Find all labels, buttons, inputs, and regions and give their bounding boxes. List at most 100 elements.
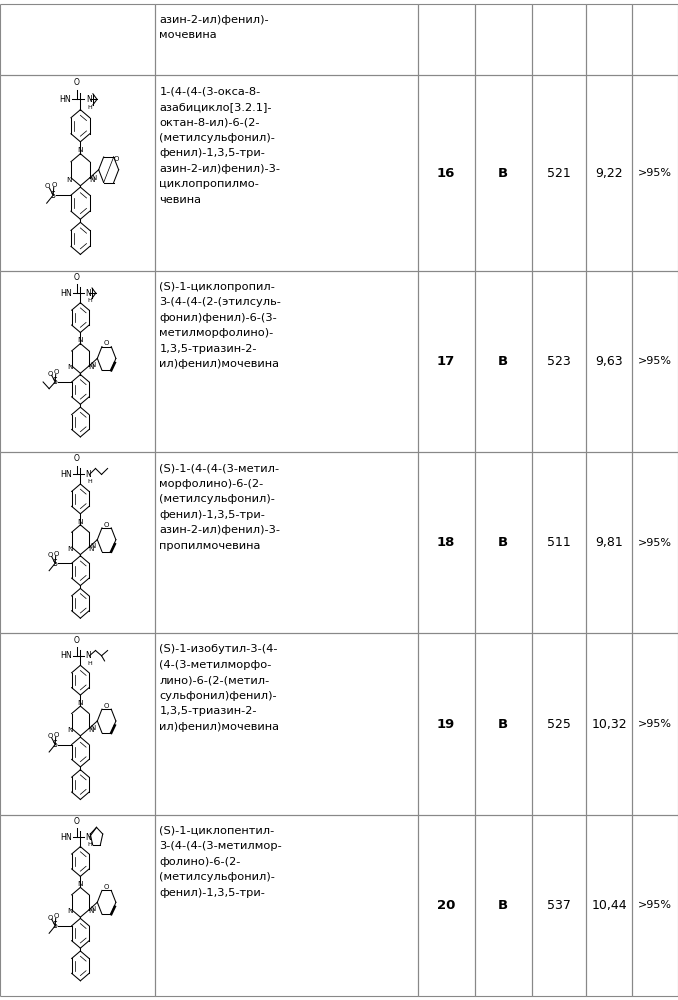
Text: H: H — [87, 842, 92, 847]
Text: 1,3,5-триазин-2-: 1,3,5-триазин-2- — [159, 344, 257, 354]
Text: O: O — [104, 340, 109, 346]
Text: N: N — [90, 906, 96, 912]
Text: N: N — [89, 177, 95, 183]
Text: B: B — [498, 355, 508, 368]
Text: 17: 17 — [437, 355, 455, 368]
Text: метилморфолино)-: метилморфолино)- — [159, 328, 274, 338]
Text: N: N — [85, 289, 91, 298]
Text: N: N — [78, 337, 83, 343]
Text: (метилсульфонил)-: (метилсульфонил)- — [159, 133, 275, 143]
Text: O: O — [54, 732, 59, 738]
Text: HN: HN — [60, 289, 72, 298]
Text: (S)-1-изобутил-3-(4-: (S)-1-изобутил-3-(4- — [159, 644, 278, 654]
Text: циклопропилмо-: циклопропилмо- — [159, 179, 259, 189]
Text: 521: 521 — [547, 167, 571, 180]
Text: S: S — [51, 191, 56, 200]
Text: 20: 20 — [437, 899, 456, 912]
Text: O: O — [47, 371, 53, 377]
Text: S: S — [53, 921, 58, 930]
Text: N: N — [88, 727, 94, 733]
Text: азабицикло[3.2.1]-: азабицикло[3.2.1]- — [159, 102, 272, 112]
Text: >95%: >95% — [638, 719, 672, 729]
Text: фолино)-6-(2-: фолино)-6-(2- — [159, 857, 241, 867]
Text: H: H — [87, 661, 92, 666]
Text: 9,22: 9,22 — [595, 167, 623, 180]
Text: 537: 537 — [547, 899, 571, 912]
Text: S: S — [53, 377, 58, 386]
Text: O: O — [54, 369, 59, 375]
Text: O: O — [52, 182, 57, 188]
Text: лино)-6-(2-(метил-: лино)-6-(2-(метил- — [159, 675, 270, 685]
Text: (4-(3-метилморфо-: (4-(3-метилморфо- — [159, 660, 272, 670]
Text: 18: 18 — [437, 536, 456, 549]
Text: HN: HN — [60, 833, 72, 842]
Text: (метилсульфонил)-: (метилсульфонил)- — [159, 494, 275, 504]
Text: N: N — [88, 908, 94, 914]
Text: фенил)-1,3,5-три-: фенил)-1,3,5-три- — [159, 510, 265, 520]
Text: фенил)-1,3,5-три-: фенил)-1,3,5-три- — [159, 148, 265, 158]
Text: 9,81: 9,81 — [595, 536, 623, 549]
Text: O: O — [54, 913, 59, 919]
Text: O: O — [47, 552, 53, 558]
Text: N: N — [90, 725, 96, 731]
Text: ил)фенил)мочевина: ил)фенил)мочевина — [159, 722, 279, 732]
Text: N: N — [78, 700, 83, 706]
Text: >95%: >95% — [638, 538, 672, 548]
Text: азин-2-ил)фенил)-: азин-2-ил)фенил)- — [159, 15, 269, 25]
Text: B: B — [498, 536, 508, 549]
Text: O: O — [74, 78, 79, 87]
Text: N: N — [67, 364, 73, 370]
Text: 3-(4-(4-(3-метилмор-: 3-(4-(4-(3-метилмор- — [159, 841, 282, 851]
Text: O: O — [54, 551, 59, 557]
Text: O: O — [104, 522, 109, 528]
Text: S: S — [53, 740, 58, 749]
Text: N: N — [78, 147, 83, 153]
Text: N: N — [88, 546, 94, 552]
Text: 523: 523 — [547, 355, 571, 368]
Text: N: N — [85, 651, 91, 660]
Text: O: O — [104, 884, 109, 890]
Text: HN: HN — [60, 470, 72, 479]
Text: H: H — [87, 479, 92, 484]
Text: 9,63: 9,63 — [595, 355, 623, 368]
Text: 511: 511 — [547, 536, 571, 549]
Text: 1-(4-(4-(3-окса-8-: 1-(4-(4-(3-окса-8- — [159, 86, 260, 96]
Text: чевина: чевина — [159, 195, 201, 205]
Text: O: O — [74, 817, 80, 826]
Text: 1,3,5-триазин-2-: 1,3,5-триазин-2- — [159, 706, 257, 716]
Text: O: O — [45, 183, 50, 189]
Text: H: H — [87, 105, 92, 110]
Text: N: N — [67, 908, 73, 914]
Text: (S)-1-циклопентил-: (S)-1-циклопентил- — [159, 826, 275, 836]
Text: O: O — [114, 156, 119, 162]
Text: 3-(4-(4-(2-(этилсуль-: 3-(4-(4-(2-(этилсуль- — [159, 297, 281, 307]
Text: >95%: >95% — [638, 900, 672, 910]
Text: O: O — [74, 454, 80, 463]
Text: N: N — [67, 727, 73, 733]
Text: O: O — [74, 273, 80, 282]
Text: B: B — [498, 899, 508, 912]
Text: HN: HN — [60, 95, 71, 104]
Text: >95%: >95% — [638, 168, 672, 178]
Text: октан-8-ил)-6-(2-: октан-8-ил)-6-(2- — [159, 117, 260, 127]
Text: фонил)фенил)-6-(3-: фонил)фенил)-6-(3- — [159, 313, 277, 323]
Text: фенил)-1,3,5-три-: фенил)-1,3,5-три- — [159, 888, 265, 898]
Text: N: N — [85, 833, 91, 842]
Text: 525: 525 — [547, 718, 571, 731]
Text: N: N — [67, 546, 73, 552]
Text: O: O — [104, 703, 109, 709]
Text: азин-2-ил)фенил)-3-: азин-2-ил)фенил)-3- — [159, 164, 280, 174]
Text: B: B — [498, 718, 508, 731]
Text: N: N — [88, 364, 94, 370]
Text: мочевина: мочевина — [159, 30, 217, 40]
Text: N: N — [92, 175, 97, 181]
Text: N: N — [85, 470, 91, 479]
Text: (метилсульфонил)-: (метилсульфонил)- — [159, 872, 275, 882]
Text: N: N — [86, 95, 92, 104]
Text: сульфонил)фенил)-: сульфонил)фенил)- — [159, 691, 277, 701]
Text: 10,32: 10,32 — [591, 718, 627, 731]
Text: N: N — [90, 362, 96, 368]
Text: 19: 19 — [437, 718, 455, 731]
Text: HN: HN — [60, 651, 72, 660]
Text: 10,44: 10,44 — [591, 899, 627, 912]
